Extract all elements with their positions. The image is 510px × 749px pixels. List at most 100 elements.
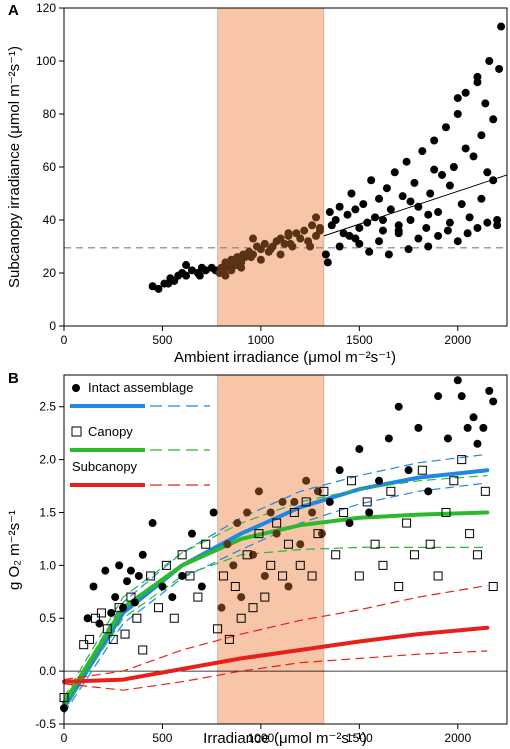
intact-assemblage-point xyxy=(463,423,472,432)
canopy-point xyxy=(218,571,228,581)
canopy-point xyxy=(278,571,288,581)
panel-a-y-tick-label: 20 xyxy=(43,266,57,280)
canopy-point xyxy=(313,529,323,539)
panel-a-data-point xyxy=(266,245,275,254)
panel-a-data-point xyxy=(355,223,364,232)
intact-assemblage-point xyxy=(424,487,433,496)
intact-assemblage-point xyxy=(101,566,110,575)
panel-b-letter: B xyxy=(8,370,19,387)
panel-a-data-point xyxy=(300,226,309,235)
legend-subcanopy-label: Subcanopy xyxy=(72,459,138,474)
intact-assemblage-point xyxy=(313,487,322,496)
intact-assemblage-point xyxy=(404,466,413,475)
panel-a-data-point xyxy=(394,226,403,235)
panel-b-x-tick-label: 1000 xyxy=(248,731,275,745)
panel-b-points xyxy=(59,376,498,713)
panel-a-x-tick-label: 2000 xyxy=(444,333,471,347)
canopy-point xyxy=(96,608,106,618)
panel-a-data-point xyxy=(424,242,433,251)
panel-a-y-tick-label: 120 xyxy=(36,1,56,15)
canopy-point xyxy=(472,550,482,560)
panel-a-data-point xyxy=(430,136,439,145)
panel-b-y-axis-title: g O₂ m⁻²s⁻¹ xyxy=(6,510,23,590)
panel-a-data-point xyxy=(485,57,494,65)
intact-assemblage-point xyxy=(272,529,281,538)
subcanopy-ci-upper xyxy=(63,584,488,681)
panel-a-data-point xyxy=(164,279,173,288)
panel-b-plot-frame xyxy=(63,374,508,725)
panel-a-data-point xyxy=(477,131,486,140)
panel-a-data-point xyxy=(182,261,191,270)
panel-a-data-point xyxy=(449,163,458,171)
intact-assemblage-point xyxy=(384,434,393,443)
intact-assemblage-ci-upper xyxy=(63,453,488,704)
panel-a-data-point xyxy=(477,194,486,203)
intact-assemblage-point xyxy=(126,566,135,575)
intact-assemblage-point xyxy=(237,593,246,602)
intact-assemblage-point xyxy=(148,519,157,528)
intact-assemblage-point xyxy=(443,434,452,443)
panel-a-y-axis-title: Subcanopy irradiance (μmol m⁻²s⁻¹) xyxy=(6,46,23,288)
panel-b-y-tick-label: -0.5 xyxy=(35,717,56,731)
panel-a-data-point xyxy=(351,205,360,214)
canopy-point xyxy=(230,582,240,592)
panel-a-shaded-band xyxy=(217,7,325,327)
canopy-point xyxy=(339,507,349,517)
canopy-point xyxy=(425,539,435,549)
canopy-point xyxy=(146,571,156,581)
canopy-point xyxy=(307,571,317,581)
panel-a-data-point xyxy=(430,165,439,174)
canopy-point xyxy=(394,582,404,592)
panel-a-data-point xyxy=(386,205,395,214)
panel-a-data-point xyxy=(453,94,462,103)
panel-a-data-point xyxy=(497,22,506,31)
panel-b-x-tick-label: 2000 xyxy=(444,731,471,745)
panel-a-data-point xyxy=(378,216,387,224)
canopy-point xyxy=(449,476,459,486)
intact-assemblage-point xyxy=(83,614,92,623)
panel-b-y-tick-label: 0.0 xyxy=(39,664,56,678)
legend-intact-assemblage-label: Intact assemblage xyxy=(88,380,194,395)
panel-a-data-point xyxy=(418,147,427,156)
canopy-point xyxy=(370,539,380,549)
panel-a-data-point xyxy=(382,184,391,193)
panel-a-data-point xyxy=(422,223,431,232)
intact-assemblage-point xyxy=(345,519,354,528)
panel-a-data-point xyxy=(323,258,332,267)
canopy-point xyxy=(213,624,223,634)
canopy-point xyxy=(457,455,467,465)
intact-assemblage-point xyxy=(229,561,238,570)
panel-b-x-tick-label: 0 xyxy=(61,731,68,745)
intact-assemblage-point xyxy=(158,582,167,591)
canopy-point xyxy=(301,497,311,507)
canopy-point xyxy=(319,486,329,496)
canopy-point xyxy=(417,465,427,475)
panel-a-data-point xyxy=(286,239,295,248)
panel-a-data-point xyxy=(306,242,315,251)
panel-b-y-tick-label: 1.0 xyxy=(39,558,56,572)
panel-b-y-tick-label: 2.5 xyxy=(39,400,56,414)
panel-a-x-axis-title: Ambient irradiance (μmol m⁻²s⁻¹) xyxy=(174,349,396,366)
panel-a-data-point xyxy=(359,200,368,209)
panel-a-data-point xyxy=(331,216,340,224)
panel-a-data-point xyxy=(453,110,462,118)
panel-a-x-tick-label: 1500 xyxy=(346,333,373,347)
intact-assemblage-point xyxy=(115,561,124,570)
canopy-point xyxy=(248,603,258,613)
panel-a-x-ticks: 0 500 1000 1500 2000 xyxy=(61,326,471,347)
canopy-point xyxy=(295,560,305,570)
canopy-point xyxy=(409,550,419,560)
canopy-point xyxy=(260,592,270,602)
panel-a-data-point xyxy=(438,170,447,179)
intact-assemblage-point xyxy=(197,582,206,591)
panel-a-data-point xyxy=(355,239,364,248)
panel-a-data-point xyxy=(347,189,356,198)
panel-a-y-tick-label: 40 xyxy=(43,213,57,227)
intact-assemblage-point xyxy=(89,582,98,591)
canopy-point xyxy=(108,634,118,644)
canopy-point xyxy=(169,613,179,623)
canopy-point xyxy=(138,645,148,655)
panel-a-data-point xyxy=(441,123,450,132)
panel-b-y-ticks: -0.5 0.0 0.5 1.0 1.5 2.0 2.5 xyxy=(35,400,64,731)
panel-a-data-point xyxy=(402,157,411,166)
